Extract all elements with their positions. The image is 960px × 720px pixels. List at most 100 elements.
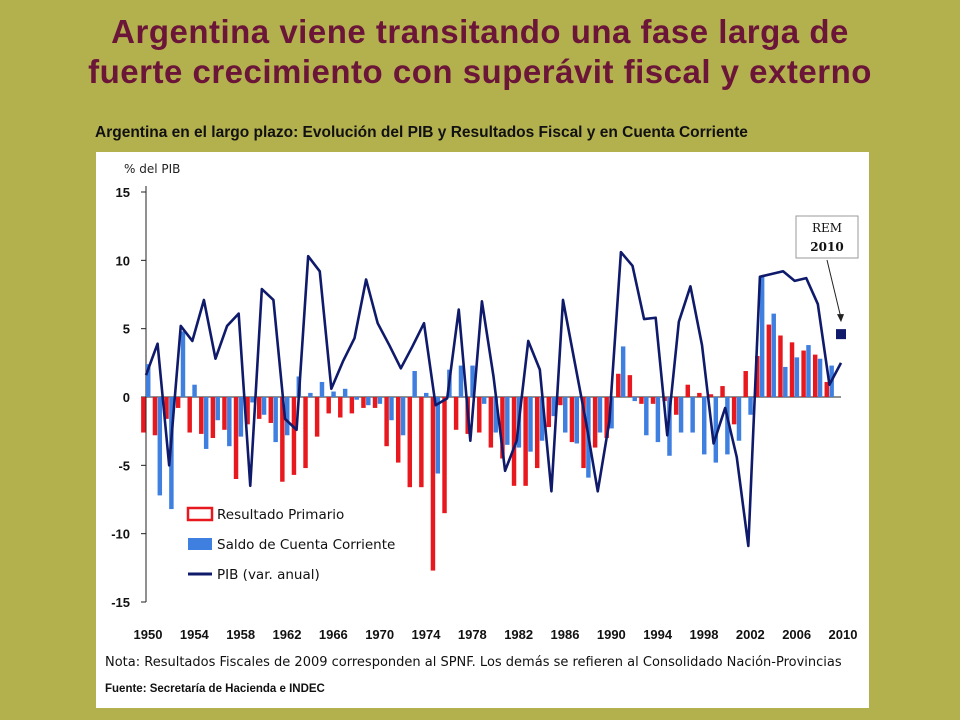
- current-account-bar: [817, 358, 823, 397]
- y-tick-label: 5: [123, 322, 130, 337]
- primary-balance-bar: [558, 397, 563, 406]
- current-account-bar: [563, 397, 568, 433]
- x-tick-label: 1950: [134, 627, 163, 642]
- primary-balance-bar: [442, 397, 447, 514]
- forecast-marker: [836, 329, 846, 340]
- primary-balance-bar: [673, 397, 679, 415]
- primary-balance-bar: [361, 397, 366, 408]
- x-tick-label: 1954: [180, 627, 210, 642]
- slide-title-line-1: Argentina viene transitando una fase lar…: [111, 13, 849, 50]
- primary-balance-bar: [291, 397, 297, 475]
- current-account-bar: [771, 313, 776, 397]
- primary-balance-bar: [280, 397, 285, 482]
- primary-balance-bar: [755, 356, 760, 397]
- x-tick-label: 2002: [736, 627, 765, 642]
- x-tick-label: 1970: [365, 627, 394, 642]
- current-account-bar: [308, 392, 313, 397]
- current-account-bar: [227, 397, 232, 447]
- current-account-bar: [713, 397, 719, 463]
- primary-balance-bar: [453, 397, 459, 430]
- current-account-bar: [574, 397, 580, 444]
- current-account-bar: [667, 397, 672, 456]
- primary-balance-bar: [534, 397, 540, 469]
- chart-svg: % del PIB 15 10 5 0 -5 -10 -15 1950 1954 1958 1962 1…: [111, 162, 859, 642]
- primary-balance-bar: [384, 397, 389, 447]
- primary-balance-bar: [697, 392, 702, 397]
- legend-gdp-label: PIB (var. anual): [217, 567, 320, 583]
- forecast-label-2: 2010: [810, 240, 843, 254]
- primary-balance-bar: [187, 397, 192, 433]
- current-account-bar: [412, 371, 417, 397]
- y-tick-label: 10: [116, 253, 130, 268]
- primary-balance-bar: [175, 397, 181, 408]
- current-account-bar: [400, 397, 406, 436]
- x-tick-label: 1962: [273, 627, 302, 642]
- primary-balance-bar: [338, 397, 343, 418]
- current-account-bar: [620, 346, 626, 397]
- primary-balance-bar: [222, 397, 227, 430]
- y-tick-label: -10: [111, 527, 130, 542]
- x-tick-label: 1994: [643, 627, 673, 642]
- current-account-bar: [261, 397, 267, 415]
- primary-balance-bar: [824, 381, 830, 397]
- primary-balance-bar: [245, 397, 250, 425]
- current-account-bar: [192, 384, 197, 397]
- x-tick-label: 1982: [504, 627, 533, 642]
- chart-title: Argentina en el largo plazo: Evolución d…: [95, 124, 748, 141]
- primary-balance-bar: [256, 397, 262, 419]
- gdp-line: [144, 250, 843, 548]
- current-account-bar: [366, 397, 371, 406]
- current-account-bar: [655, 397, 661, 443]
- primary-balance-bar: [233, 397, 239, 479]
- primary-balance-bar: [419, 397, 424, 488]
- legend-current-account-label: Saldo de Cuenta Corriente: [217, 537, 395, 553]
- current-account-bar: [458, 365, 464, 397]
- primary-balance-bar: [210, 397, 216, 438]
- y-tick-label: -15: [111, 595, 130, 610]
- current-account-bar: [250, 397, 255, 403]
- current-account-bar: [759, 276, 765, 397]
- forecast-box: [795, 215, 859, 259]
- primary-balance-bar: [152, 397, 158, 436]
- primary-balance-bar: [164, 397, 169, 419]
- y-tick-label: -5: [118, 458, 130, 473]
- x-tick-label: 1958: [226, 627, 255, 642]
- primary-balance-bar: [314, 397, 320, 437]
- legend-primary-balance-swatch: [186, 506, 214, 522]
- primary-balance-bar: [627, 375, 633, 397]
- primary-balance-bar: [511, 397, 517, 486]
- primary-balance-bar: [650, 397, 656, 404]
- primary-balance-bar: [303, 397, 308, 469]
- current-account-bar: [215, 397, 220, 421]
- primary-balance-bar: [720, 386, 725, 397]
- current-account-bar: [285, 397, 290, 436]
- primary-balance-bar: [766, 324, 772, 397]
- current-account-bar: [354, 397, 359, 400]
- current-account-bar: [505, 397, 510, 445]
- primary-balance-bar: [778, 335, 783, 397]
- primary-balance-bar: [326, 397, 331, 414]
- current-account-bar: [470, 365, 475, 397]
- current-account-bar: [238, 397, 244, 437]
- x-tick-label: 1974: [412, 627, 442, 642]
- y-tick-label: 0: [123, 390, 130, 405]
- y-axis-label: % del PIB: [124, 162, 180, 176]
- current-account-bar: [157, 397, 163, 496]
- chart-panel: % del PIB 15 10 5 0 -5 -10 -15 1950 1954 1958 1962 1…: [96, 152, 869, 708]
- current-account-bar: [551, 397, 556, 417]
- primary-balance-bar: [395, 397, 401, 463]
- current-account-bar: [342, 388, 348, 397]
- current-account-bar: [678, 397, 684, 433]
- primary-balance-bar: [372, 397, 378, 408]
- legend-current-account-swatch: [188, 538, 212, 550]
- current-account-bar: [389, 397, 394, 421]
- primary-balance-bar: [731, 397, 737, 425]
- primary-balance-bar: [685, 384, 691, 397]
- current-account-bar: [783, 366, 788, 397]
- primary-balance-bar: [789, 342, 795, 397]
- current-account-bar: [273, 397, 278, 443]
- primary-balance-bar: [604, 397, 609, 438]
- current-account-bar: [597, 397, 603, 433]
- primary-balance-bar: [581, 397, 586, 469]
- current-account-bar: [702, 397, 707, 455]
